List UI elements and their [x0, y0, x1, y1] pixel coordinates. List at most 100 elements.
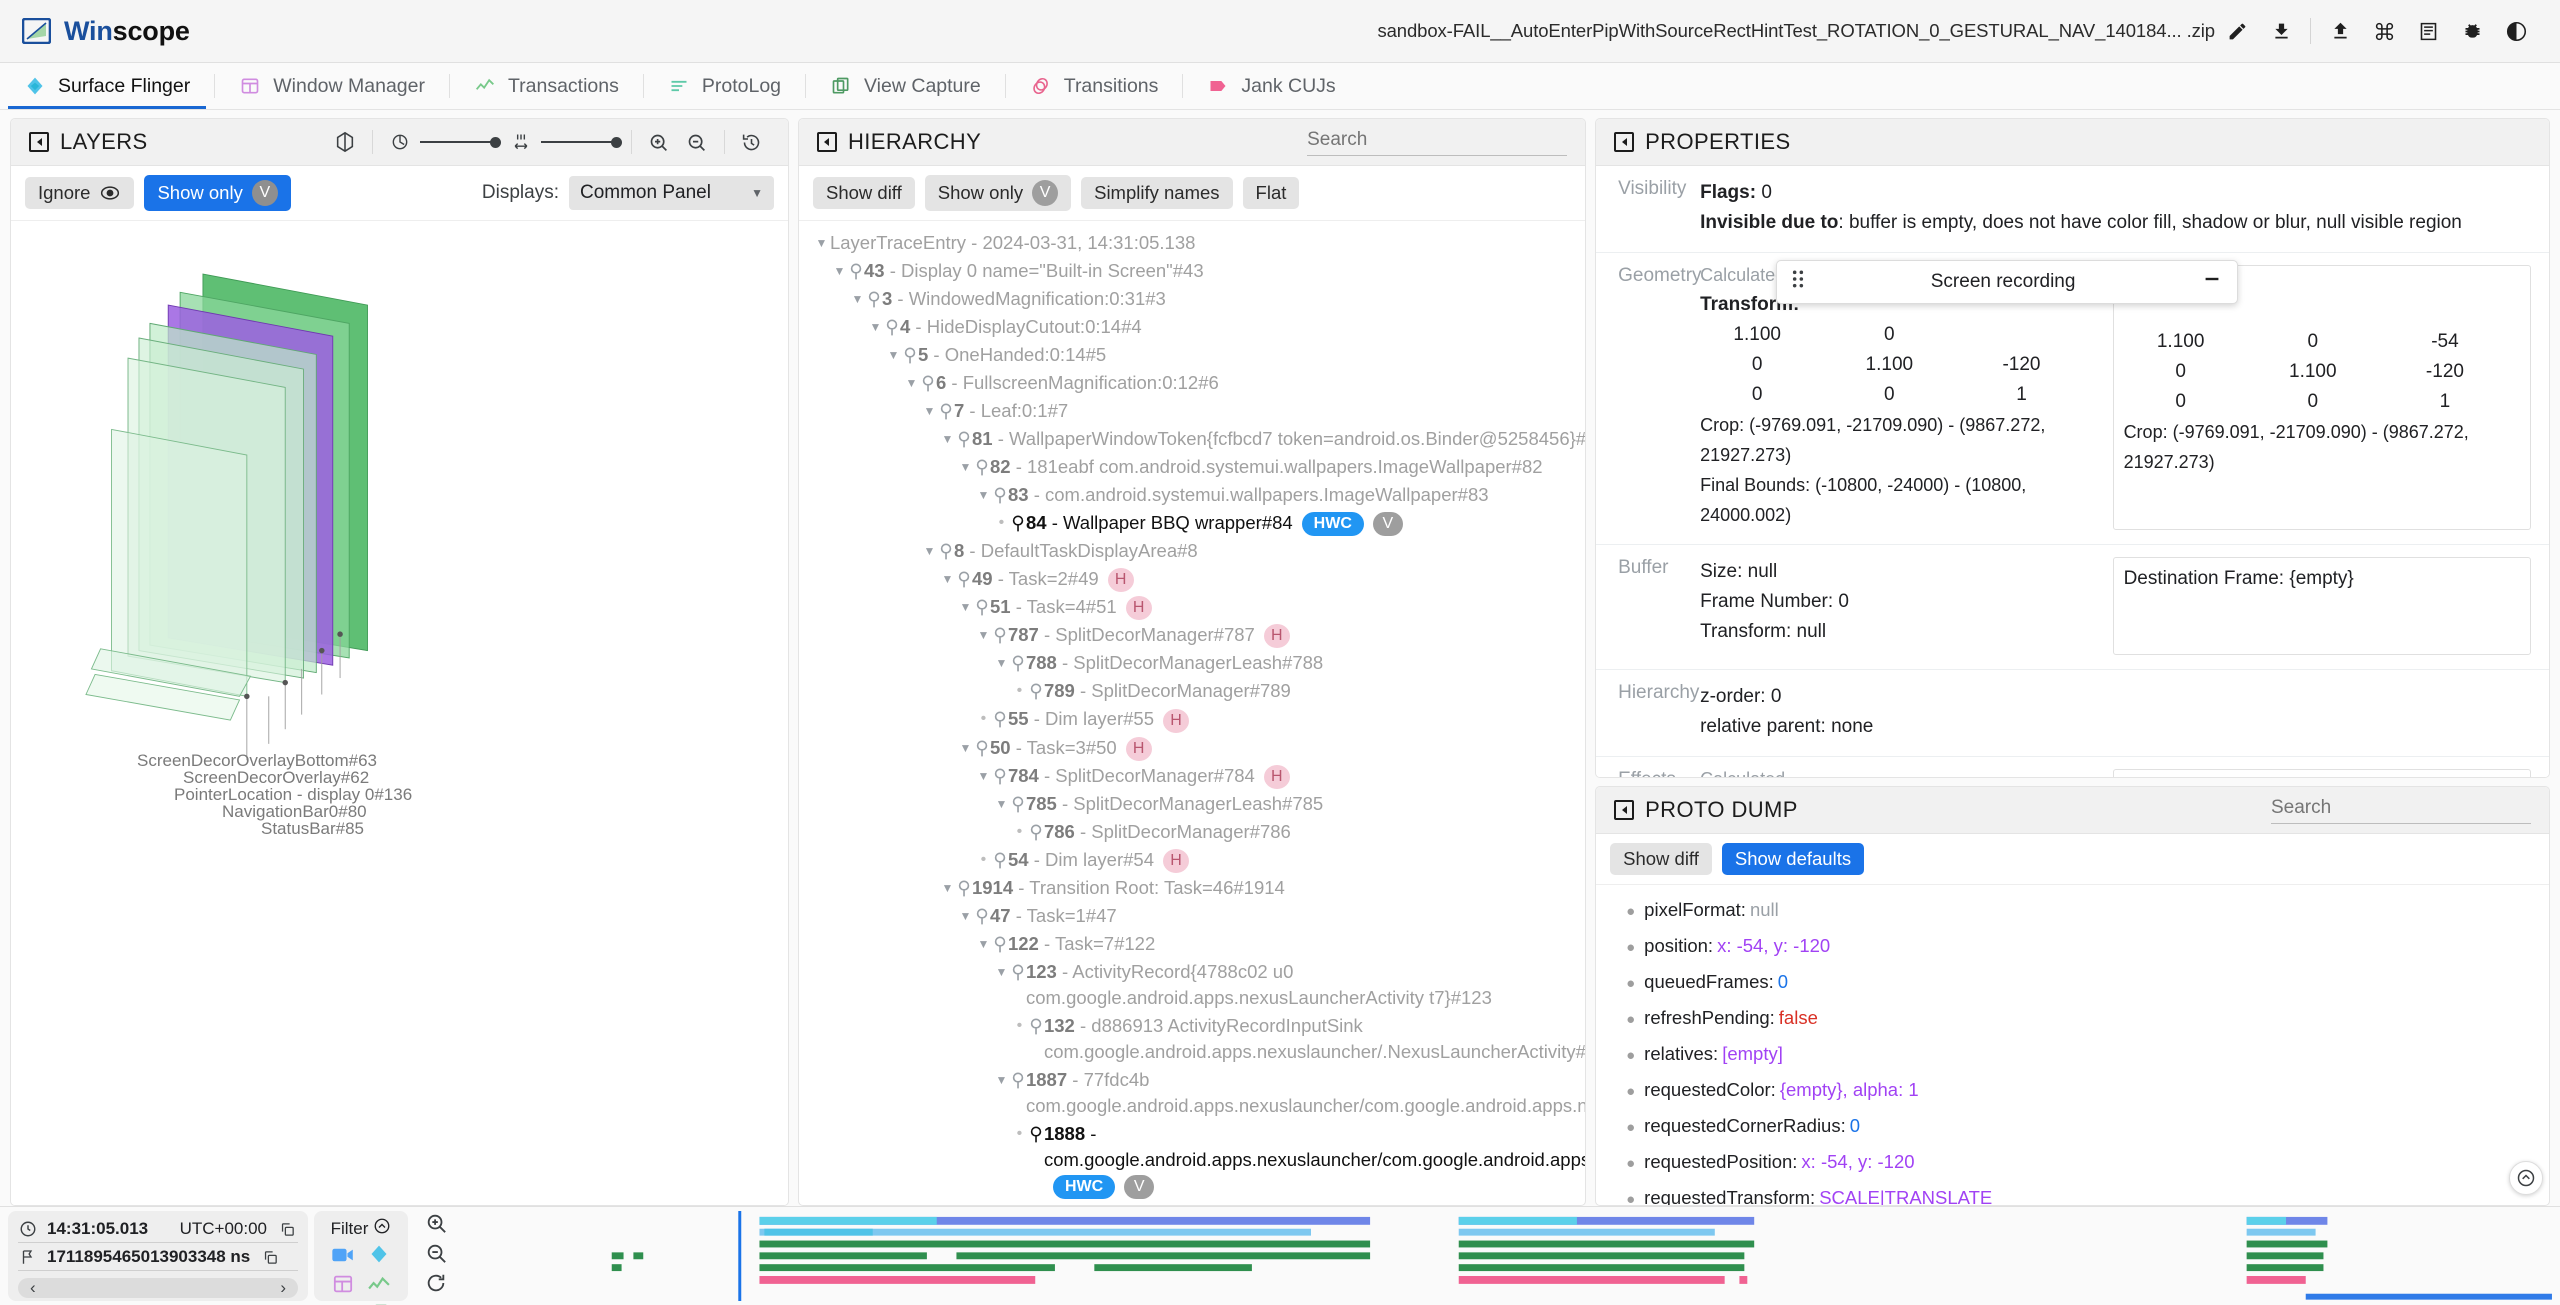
expand-caret-icon[interactable]: ▼ — [923, 544, 936, 559]
hierarchy-node[interactable]: ▼ ⚲ 784 - SplitDecorManager#784 H — [813, 762, 1585, 790]
rotation-slider[interactable] — [419, 136, 501, 148]
expand-caret-icon[interactable]: ▼ — [923, 404, 936, 418]
bug-icon[interactable] — [2450, 9, 2494, 53]
tab-protolog[interactable]: ProtoLog — [644, 63, 805, 109]
collapse-icon[interactable] — [1614, 132, 1635, 152]
collapse-icon[interactable] — [29, 132, 49, 152]
upload-icon[interactable] — [2318, 9, 2362, 53]
hierarchy-node[interactable]: • ⚲ 786 - SplitDecorManager#786 — [813, 818, 1585, 846]
hierarchy-node[interactable]: • ⚲ 789 - SplitDecorManager#789 — [813, 677, 1585, 705]
pin-icon[interactable]: ⚲ — [939, 540, 953, 562]
expand-caret-icon[interactable]: ▼ — [905, 376, 918, 390]
proto-dump-row[interactable]: ● pixelFormat: null — [1596, 893, 2549, 929]
proto-dump-body[interactable]: ● pixelFormat: null ● position: x: -54, y: -1… — [1596, 885, 2549, 1205]
reset-zoom-icon[interactable] — [425, 1272, 447, 1300]
hierarchy-node[interactable]: ▼ ⚲ 122 - Task=7#122 — [813, 930, 1585, 958]
show-defaults-button[interactable]: Show defaults — [1721, 843, 1865, 875]
hierarchy-node[interactable]: ▼ ⚲ 123 - ActivityRecord{4788c02 u0 com.go… — [813, 958, 1585, 1012]
tab-transitions[interactable]: Transitions — [1006, 63, 1183, 109]
expand-caret-icon[interactable]: ▼ — [959, 740, 972, 755]
hierarchy-search[interactable] — [1307, 128, 1568, 156]
hierarchy-node[interactable]: ▼ ⚲ 785 - SplitDecorManagerLeash#785 — [813, 790, 1585, 818]
hierarchy-node[interactable]: • ⚲ 54 - Dim layer#54 H — [813, 846, 1585, 874]
hierarchy-node[interactable]: ▼ ⚲ 8 - DefaultTaskDisplayArea#8 — [813, 537, 1585, 565]
hierarchy-node[interactable]: ▼ ⚲ 3 - WindowedMagnification:0:31#3 — [813, 285, 1585, 313]
proto-dump-row[interactable]: ● requestedColor: {empty}, alpha: 1 — [1596, 1073, 2549, 1109]
3d-box-icon[interactable] — [327, 124, 363, 160]
proto-dump-row[interactable]: ● refreshPending: false — [1596, 1001, 2549, 1037]
hierarchy-node[interactable]: ▼ ⚲ 788 - SplitDecorManagerLeash#788 — [813, 649, 1585, 677]
zoom-out-icon[interactable] — [425, 1242, 447, 1270]
proto-dump-row[interactable]: ● requestedPosition: x: -54, y: -120 — [1596, 1145, 2549, 1181]
pin-icon[interactable]: ⚲ — [992, 1201, 1008, 1205]
hierarchy-node[interactable]: ▼ ⚲ 82 - 181eabf com.android.systemui.wall… — [813, 453, 1585, 481]
proto-dump-row[interactable]: ● position: x: -54, y: -120 — [1596, 929, 2549, 965]
chevron-up-icon[interactable] — [373, 1217, 391, 1240]
window-manager-icon[interactable] — [333, 1275, 353, 1299]
hierarchy-node[interactable]: ▼⚲11 - ImeContainer#11 — [813, 1200, 1585, 1205]
scroll-to-top-icon[interactable] — [2509, 1161, 2543, 1195]
hierarchy-node[interactable]: ▼ ⚲ 1887 - 77fdc4b com.google.android.apps… — [813, 1066, 1586, 1120]
tab-transactions[interactable]: Transactions — [450, 63, 643, 109]
hierarchy-node[interactable]: ▼ ⚲ 1914 - Transition Root: Task=46#1914 — [813, 874, 1585, 902]
restore-icon[interactable] — [734, 124, 770, 160]
expand-caret-icon[interactable]: ▼ — [869, 320, 882, 334]
pin-icon[interactable]: ⚲ — [993, 932, 1007, 954]
pin-icon[interactable]: ⚲ — [975, 736, 989, 758]
hierarchy-node[interactable]: • ⚲ 1888 - com.google.android.apps.nexusla… — [813, 1120, 1585, 1200]
hierarchy-node[interactable]: • ⚲ 132 - d886913 ActivityRecordInputSink … — [813, 1012, 1585, 1066]
expand-caret-icon[interactable]: ▼ — [977, 936, 990, 951]
zoom-in-icon[interactable] — [425, 1212, 447, 1240]
pin-icon[interactable]: ⚲ — [975, 456, 989, 477]
hierarchy-node[interactable]: ▼ ⚲ 83 - com.android.systemui.wallpapers.I… — [813, 481, 1585, 509]
copy-ns-icon[interactable] — [259, 1246, 281, 1268]
next-entry-button[interactable]: › — [280, 1278, 286, 1297]
timeline-tracks[interactable] — [464, 1211, 2552, 1301]
hierarchy-node[interactable]: ▼ LayerTraceEntry - 2024-03-31, 14:31:05.… — [813, 229, 1585, 257]
hierarchy-node[interactable]: ▼ ⚲ 4 - HideDisplayCutout:0:14#4 — [813, 313, 1585, 341]
expand-caret-icon[interactable]: ▼ — [941, 880, 954, 895]
expand-caret-icon[interactable]: ▼ — [959, 600, 972, 615]
expand-caret-icon[interactable]: ▼ — [975, 1201, 992, 1205]
hierarchy-tree[interactable]: ▼ LayerTraceEntry - 2024-03-31, 14:31:05.… — [799, 221, 1586, 1205]
pin-icon[interactable]: ⚲ — [921, 372, 935, 393]
expand-caret-icon[interactable]: ▼ — [941, 432, 954, 446]
zoom-out-icon[interactable] — [679, 124, 715, 160]
proto-dump-row[interactable]: ● requestedCornerRadius: 0 — [1596, 1109, 2549, 1145]
shortcuts-icon[interactable] — [2362, 9, 2406, 53]
pin-icon[interactable]: ⚲ — [993, 764, 1007, 786]
expand-caret-icon[interactable]: ▼ — [887, 348, 900, 362]
timeline-nav[interactable]: ‹ › — [18, 1278, 298, 1298]
pin-icon[interactable]: ⚲ — [1029, 1014, 1043, 1036]
tab-jank-cujs[interactable]: Jank CUJs — [1183, 63, 1359, 109]
pin-icon[interactable]: ⚲ — [993, 624, 1007, 646]
expand-caret-icon[interactable]: ▼ — [959, 460, 972, 474]
expand-caret-icon[interactable]: ▼ — [815, 236, 828, 250]
tab-window-manager[interactable]: Window Manager — [215, 63, 449, 109]
pin-icon[interactable]: ⚲ — [957, 428, 971, 449]
pin-icon[interactable]: ⚲ — [939, 400, 953, 421]
hierarchy-search-input[interactable] — [1307, 129, 1568, 151]
expand-caret-icon[interactable]: ▼ — [977, 628, 990, 643]
spacing-slider[interactable] — [540, 136, 622, 148]
hierarchy-node[interactable]: • ⚲ 84 - Wallpaper BBQ wrapper#84 HWC V — [813, 509, 1585, 537]
pin-icon[interactable]: ⚲ — [993, 848, 1007, 870]
pin-icon[interactable]: ⚲ — [993, 484, 1007, 505]
expand-caret-icon[interactable]: ▼ — [941, 572, 954, 587]
pin-icon[interactable]: ⚲ — [975, 596, 989, 618]
collapse-icon[interactable] — [1614, 800, 1635, 820]
proto-dump-search[interactable] — [2271, 796, 2531, 824]
pin-icon[interactable]: ⚲ — [1011, 512, 1025, 533]
expand-caret-icon[interactable]: ▼ — [959, 908, 972, 923]
hierarchy-node[interactable]: ▼ ⚲ 6 - FullscreenMagnification:0:12#6 — [813, 369, 1585, 397]
surface-flinger-icon[interactable] — [369, 1244, 389, 1270]
zoom-in-icon[interactable] — [641, 124, 677, 160]
hierarchy-node[interactable]: ▼ ⚲ 5 - OneHanded:0:14#5 — [813, 341, 1585, 369]
pin-icon[interactable]: ⚲ — [867, 288, 881, 309]
tab-surface-flinger[interactable]: Surface Flinger — [0, 63, 214, 109]
expand-caret-icon[interactable]: ▼ — [995, 656, 1008, 671]
expand-caret-icon[interactable]: ▼ — [833, 264, 846, 278]
pin-icon[interactable]: ⚲ — [849, 260, 863, 281]
proto-dump-row[interactable]: ● relatives: [empty] — [1596, 1037, 2549, 1073]
expand-caret-icon[interactable]: ▼ — [851, 292, 864, 306]
